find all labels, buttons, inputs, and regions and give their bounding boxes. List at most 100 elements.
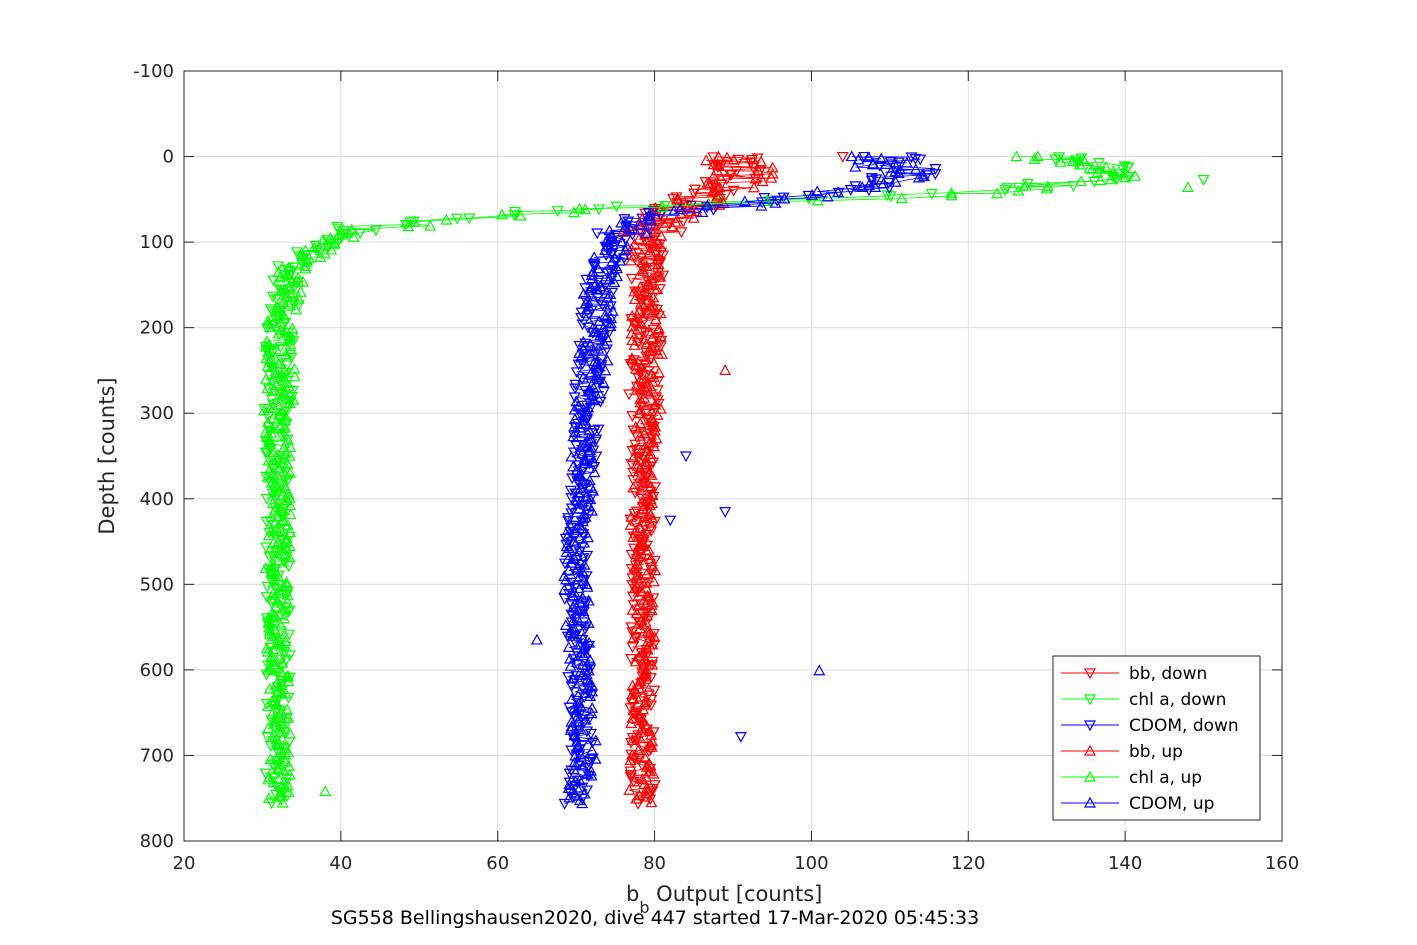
data-point: [561, 523, 575, 535]
data-point: [635, 585, 648, 597]
data-point: [275, 705, 288, 717]
data-point: [578, 536, 591, 548]
legend-marker: [1083, 720, 1097, 732]
data-point: [624, 754, 637, 766]
data-point: [347, 230, 360, 242]
legend-entry: bb, up: [1061, 742, 1183, 762]
data-point: [655, 229, 668, 241]
data-point: [627, 531, 640, 543]
data-point: [272, 327, 285, 339]
data-point: [600, 344, 613, 356]
data-point: [283, 339, 296, 350]
data-point: [577, 605, 590, 617]
data-point: [577, 287, 590, 299]
data-point: [570, 440, 583, 452]
data-point: [639, 227, 652, 239]
data-point: [870, 174, 883, 186]
data-point: [604, 316, 617, 328]
data-point: [604, 298, 617, 310]
data-point: [635, 361, 648, 373]
data-point: [585, 707, 598, 719]
data-point: [633, 650, 646, 662]
data-point: [701, 177, 714, 188]
data-point: [284, 727, 297, 739]
data-point: [579, 283, 592, 295]
data-point: [584, 338, 597, 350]
data-point: [369, 225, 382, 237]
data-point: [571, 775, 584, 787]
data-point: [564, 485, 577, 497]
data-point: [649, 398, 662, 410]
data-point: [262, 436, 275, 448]
data-point: [266, 630, 279, 642]
data-point: [569, 775, 582, 787]
data-point: [563, 778, 576, 789]
data-point: [568, 535, 581, 547]
data-point: [573, 497, 586, 509]
data-point: [849, 181, 862, 193]
data-point: [286, 322, 299, 334]
data-point: [582, 322, 595, 334]
data-point: [766, 167, 779, 179]
data-point: [260, 642, 274, 653]
data-point: [687, 188, 700, 200]
data-point: [999, 185, 1012, 196]
data-point: [646, 497, 659, 509]
data-point: [282, 712, 295, 723]
data-point: [655, 348, 668, 359]
legend-label: CDOM, up: [1129, 794, 1214, 814]
data-point: [654, 270, 667, 282]
data-point: [576, 782, 589, 794]
data-point: [651, 236, 664, 248]
y-tick-label: 500: [140, 574, 174, 595]
data-point: [564, 723, 577, 735]
data-point: [645, 700, 658, 712]
data-point: [643, 387, 656, 399]
data-point: [645, 412, 659, 423]
data-point: [658, 201, 671, 212]
data-point: [570, 367, 583, 379]
data-point: [636, 513, 649, 525]
data-point: [581, 550, 594, 562]
data-point: [1054, 155, 1067, 167]
data-point: [1073, 158, 1086, 170]
data-point: [566, 630, 579, 641]
data-point: [644, 447, 657, 459]
data-point: [1012, 184, 1025, 196]
data-point: [629, 524, 642, 535]
legend-label: bb, down: [1129, 664, 1207, 684]
data-point: [259, 425, 272, 437]
data-point: [701, 199, 714, 211]
data-point: [588, 462, 601, 473]
data-point: [267, 453, 280, 465]
data-point: [585, 504, 598, 516]
data-point: [582, 714, 595, 726]
data-point: [267, 773, 280, 785]
data-point: [606, 255, 619, 267]
data-point: [577, 649, 590, 661]
data-point: [354, 228, 367, 240]
data-point: [272, 409, 285, 421]
series-cdom-up: [558, 150, 931, 809]
data-point: [634, 396, 647, 408]
data-point: [279, 421, 292, 433]
data-point: [257, 404, 270, 416]
data-point: [643, 611, 656, 623]
data-point: [912, 171, 925, 183]
data-point: [583, 474, 596, 486]
data-point: [889, 175, 902, 187]
data-point: [761, 195, 774, 207]
data-point: [677, 216, 690, 228]
data-point: [311, 245, 324, 257]
data-point: [648, 440, 661, 452]
data-point: [929, 164, 942, 175]
data-point: [626, 642, 639, 654]
y-tick-label: 800: [140, 831, 174, 852]
data-point: [645, 526, 658, 538]
data-point: [651, 283, 664, 295]
data-point: [641, 380, 654, 392]
data-point: [279, 387, 292, 399]
data-point: [745, 154, 758, 166]
y-tick-label: 200: [140, 318, 174, 339]
data-point: [571, 561, 584, 573]
